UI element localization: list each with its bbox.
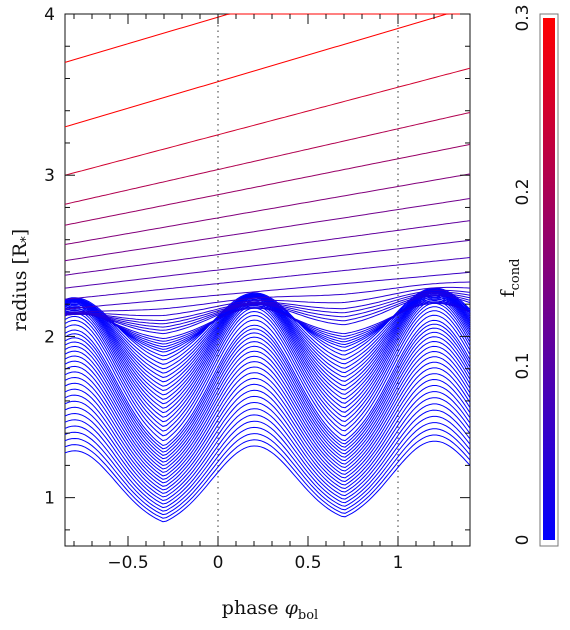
shell-line-25	[64, 306, 471, 432]
shell-line-17	[64, 340, 471, 463]
shell-line-53	[64, 289, 471, 321]
shell-line-33	[64, 291, 471, 396]
shell-line-6	[64, 403, 471, 502]
shell-line-18	[64, 336, 471, 460]
shell-line-54	[64, 286, 471, 317]
shell-trajectories	[64, 13, 471, 523]
shell-line-29	[64, 295, 471, 414]
shell-line-26	[64, 302, 471, 427]
reference-lines	[217, 14, 399, 546]
y-tick-labels: 1 2 3 4	[44, 5, 55, 509]
shell-line-56	[64, 271, 471, 310]
x-tick-label: −0.5	[107, 553, 148, 573]
shell-line-19	[64, 331, 471, 456]
y-axis-title: radius [R*]	[9, 229, 34, 331]
shell-line-16	[64, 345, 471, 467]
colorbar-tick-label: 0	[513, 535, 533, 546]
shell-line-14	[64, 356, 471, 473]
shell-line-65	[64, 13, 470, 128]
shell-line-20	[64, 327, 471, 453]
shell-line-4	[64, 415, 471, 509]
plot-frame	[64, 13, 471, 547]
y-tick-label: 1	[44, 489, 55, 509]
axis-ticks	[65, 13, 471, 546]
colorbar-tick-label: 0.3	[513, 4, 533, 31]
shell-line-42	[64, 290, 471, 357]
shell-line-51	[64, 293, 471, 328]
shell-line-24	[64, 310, 471, 437]
shell-line-64	[64, 67, 471, 176]
shell-line-11	[64, 373, 471, 484]
shell-line-7	[64, 397, 471, 498]
shell-line-0	[64, 440, 471, 523]
shell-line-5	[64, 409, 471, 505]
shell-line-66	[64, 13, 470, 63]
shell-line-48	[64, 302, 471, 340]
shell-line-3	[64, 422, 471, 512]
x-tick-label: 0.5	[294, 553, 321, 573]
shell-line-21	[64, 323, 471, 450]
x-tick-labels: −0.5 0 0.5 1	[107, 553, 403, 573]
colorbar-tick-labels: 0 0.1 0.2 0.3	[513, 4, 533, 545]
x-axis-title: phase φbol	[222, 597, 318, 623]
shell-line-57	[64, 257, 471, 300]
colorbar-title: fcond	[497, 259, 523, 298]
shell-line-61	[64, 173, 471, 245]
shell-line-63	[64, 112, 471, 205]
colorbar-gradient	[543, 18, 555, 540]
shell-line-9	[64, 385, 471, 491]
shell-line-27	[64, 300, 471, 423]
colorbar-tick-label: 0.1	[513, 352, 533, 379]
colorbar-tick-label: 0.2	[513, 178, 533, 205]
x-tick-label: 1	[393, 553, 404, 573]
shell-line-55	[64, 281, 471, 314]
shell-line-13	[64, 361, 471, 477]
shell-line-22	[64, 319, 471, 447]
shell-line-62	[64, 143, 471, 226]
shell-line-41	[64, 287, 471, 361]
shell-line-15	[64, 350, 471, 470]
shell-line-60	[64, 198, 471, 262]
shell-line-58	[64, 239, 471, 289]
shell-line-52	[64, 291, 471, 325]
shell-line-23	[64, 314, 471, 442]
shell-line-59	[64, 220, 471, 276]
shell-line-10	[64, 378, 471, 487]
shell-line-1	[64, 434, 471, 519]
shell-line-12	[64, 367, 471, 480]
y-tick-label: 3	[44, 166, 55, 186]
y-tick-label: 4	[44, 5, 55, 25]
x-tick-label: 0	[213, 553, 224, 573]
y-tick-label: 2	[44, 327, 55, 347]
shell-line-8	[64, 391, 471, 494]
shell-line-50	[64, 294, 471, 331]
shell-line-2	[64, 428, 471, 516]
